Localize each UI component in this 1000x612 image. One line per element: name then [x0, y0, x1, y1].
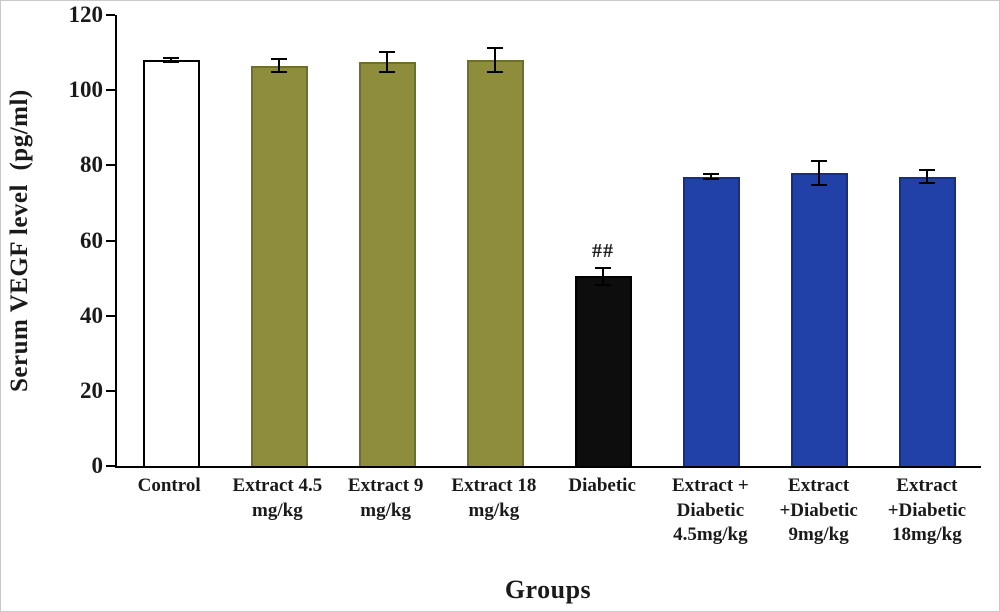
error-bar-cap-top [703, 172, 719, 175]
bar-group [657, 15, 765, 466]
x-tick-label: Extract +Diabetic 18mg/kg [887, 475, 967, 546]
bar-group [225, 15, 333, 466]
bars-row: ## [117, 15, 981, 466]
y-tick-mark [106, 239, 115, 242]
bar [466, 60, 524, 466]
x-tick-label: Diabetic [568, 475, 636, 496]
error-bar-cap-top [379, 50, 395, 53]
error-bar-cap-top [271, 58, 287, 61]
y-tick-label: 20 [80, 377, 103, 403]
error-bar-cap-top [163, 57, 179, 60]
error-bar [487, 46, 503, 74]
error-bar-cap-bottom [703, 178, 719, 181]
error-bar-cap-top [919, 169, 935, 172]
error-bar-cap-bottom [379, 71, 395, 74]
bar [250, 65, 308, 466]
error-bar-line [710, 172, 712, 181]
y-tick-label: 60 [80, 227, 103, 253]
y-tick-label: 40 [80, 302, 103, 328]
error-bar [595, 266, 611, 286]
y-tick-label: 120 [68, 2, 104, 27]
y-tick-mark [106, 14, 115, 16]
error-bar-line [602, 266, 604, 286]
bar-group [765, 15, 873, 466]
x-tick-label: Control [137, 475, 201, 496]
bar-group [333, 15, 441, 466]
x-tick-label: Extract 9 mg/kg [347, 475, 424, 521]
x-axis-title: Groups [504, 575, 592, 604]
y-tick-label: 80 [80, 152, 103, 178]
error-bar-cap-bottom [595, 283, 611, 286]
x-tick-label: Extract 4.5 mg/kg [232, 475, 323, 521]
bar-group: ## [549, 15, 657, 466]
error-bar-line [170, 57, 172, 64]
y-tick-mark [106, 164, 115, 167]
x-tick-label: Extract + Diabetic 4.5mg/kg [671, 475, 749, 546]
error-bar [811, 159, 827, 187]
error-bar-cap-top [811, 159, 827, 162]
bar [358, 61, 416, 466]
error-bar [703, 172, 719, 181]
error-bar-cap-top [487, 46, 503, 49]
bar [142, 60, 200, 466]
bar-group [873, 15, 981, 466]
plot-area: ## [115, 15, 981, 468]
x-tick-label: Extract +Diabetic 9mg/kg [779, 475, 858, 546]
bar-group [441, 15, 549, 466]
error-bar [271, 58, 287, 74]
bar-group [117, 15, 225, 466]
x-axis-labels: Control Extract 4.5 mg/kg Extract 9 mg/kg Ext… [115, 474, 981, 548]
error-bar [379, 50, 395, 74]
error-bar [163, 57, 179, 64]
error-bar-line [818, 159, 820, 187]
error-bar-line [386, 50, 388, 74]
error-bar-line [926, 169, 928, 185]
bar [898, 176, 956, 466]
y-tick-mark [106, 389, 115, 392]
y-tick-mark [106, 314, 115, 317]
y-axis-title: Serum VEGF level (pg/ml) [6, 89, 33, 392]
error-bar-cap-top [595, 266, 611, 269]
bar [790, 172, 848, 466]
error-bar [919, 169, 935, 185]
error-bar-line [278, 58, 280, 74]
error-bar-cap-bottom [271, 71, 287, 74]
error-bar-cap-bottom [919, 182, 935, 185]
y-tick-label: 0 [91, 453, 104, 478]
significance-annotation: ## [592, 239, 614, 262]
y-tick-mark [106, 89, 115, 92]
error-bar-line [494, 46, 496, 74]
bar [682, 176, 740, 466]
bar [574, 276, 632, 466]
x-tick-label: Extract 18 mg/kg [451, 475, 537, 521]
error-bar-cap-bottom [811, 184, 827, 187]
error-bar-cap-bottom [487, 71, 503, 74]
error-bar-cap-bottom [163, 61, 179, 64]
y-tick-label: 100 [68, 77, 104, 103]
y-tick-mark [106, 465, 115, 467]
